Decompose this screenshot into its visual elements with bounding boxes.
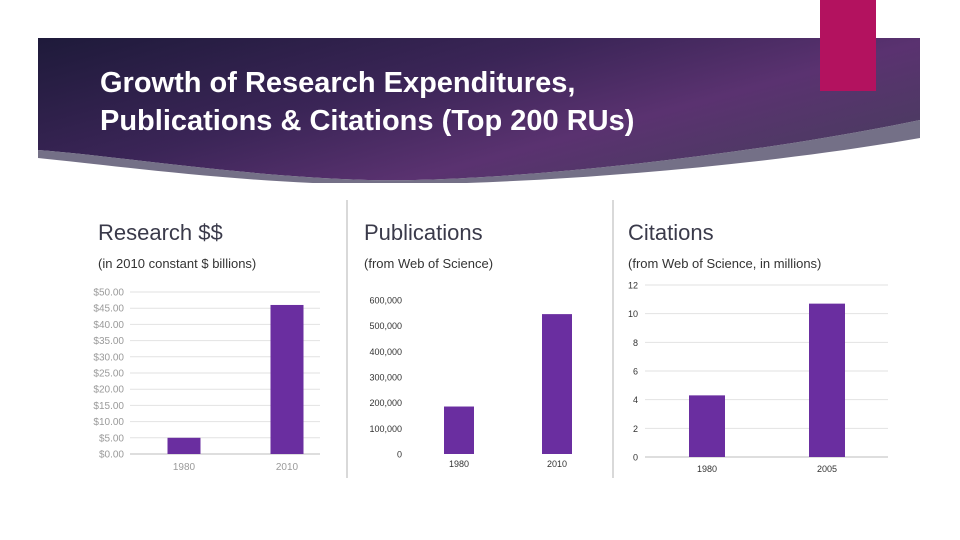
publications-heading: Publications — [364, 220, 483, 245]
y-tick-label: $45.00 — [93, 304, 124, 315]
bar-2010 — [542, 314, 572, 454]
accent-block — [820, 0, 876, 91]
banner-background — [38, 38, 920, 183]
y-tick-label: 10 — [628, 309, 638, 319]
research-subheading: (in 2010 constant $ billions) — [98, 256, 257, 271]
y-tick-label: 100,000 — [369, 424, 402, 434]
citations-subheading: (from Web of Science, in millions) — [628, 256, 822, 271]
citations-heading: Citations — [628, 220, 714, 245]
y-tick-label: 200,000 — [369, 398, 402, 408]
column-divider-1 — [346, 200, 348, 478]
bar-1980 — [167, 437, 201, 454]
bar-1980 — [689, 395, 725, 457]
y-tick-label: 600,000 — [369, 296, 402, 306]
y-tick-label: $10.00 — [93, 417, 124, 428]
y-tick-label: 8 — [633, 338, 638, 348]
y-tick-label: $20.00 — [93, 385, 124, 396]
y-tick-label: 12 — [628, 281, 638, 291]
y-tick-label: 0 — [633, 453, 638, 463]
slide-title-line-1: Growth of Research Expenditures, — [100, 67, 576, 99]
y-tick-label: $15.00 — [93, 401, 124, 412]
y-tick-label: 300,000 — [369, 373, 402, 383]
y-tick-label: 6 — [633, 367, 638, 377]
slide-title: Growth of Research Expenditures, Publica… — [100, 64, 634, 140]
column-divider-2 — [612, 200, 614, 478]
title-banner — [38, 38, 920, 183]
slide-title-line-2: Publications & Citations (Top 200 RUs) — [100, 105, 635, 137]
y-tick-label: $50.00 — [93, 288, 124, 299]
bar-2005 — [809, 303, 845, 457]
y-tick-label: $0.00 — [99, 450, 124, 461]
y-tick-label: 4 — [633, 395, 638, 405]
y-tick-label: $30.00 — [93, 352, 124, 363]
y-tick-label: 2 — [633, 424, 638, 434]
y-tick-label: $35.00 — [93, 336, 124, 347]
x-tick-label: 2010 — [547, 459, 567, 469]
x-tick-label: 2010 — [276, 462, 299, 473]
x-tick-label: 1980 — [173, 462, 196, 473]
x-tick-label: 2005 — [817, 464, 837, 474]
y-tick-label: $25.00 — [93, 369, 124, 380]
x-tick-label: 1980 — [697, 464, 717, 474]
y-tick-label: $5.00 — [99, 433, 124, 444]
bar-1980 — [444, 406, 474, 454]
bar-2010 — [270, 304, 304, 454]
y-tick-label: 400,000 — [369, 347, 402, 357]
publications-subheading: (from Web of Science) — [364, 256, 494, 271]
y-tick-label: 500,000 — [369, 321, 402, 331]
x-tick-label: 1980 — [449, 459, 469, 469]
y-tick-label: $40.00 — [93, 320, 124, 331]
y-tick-label: 0 — [397, 450, 402, 460]
research-heading: Research $$ — [98, 220, 223, 245]
